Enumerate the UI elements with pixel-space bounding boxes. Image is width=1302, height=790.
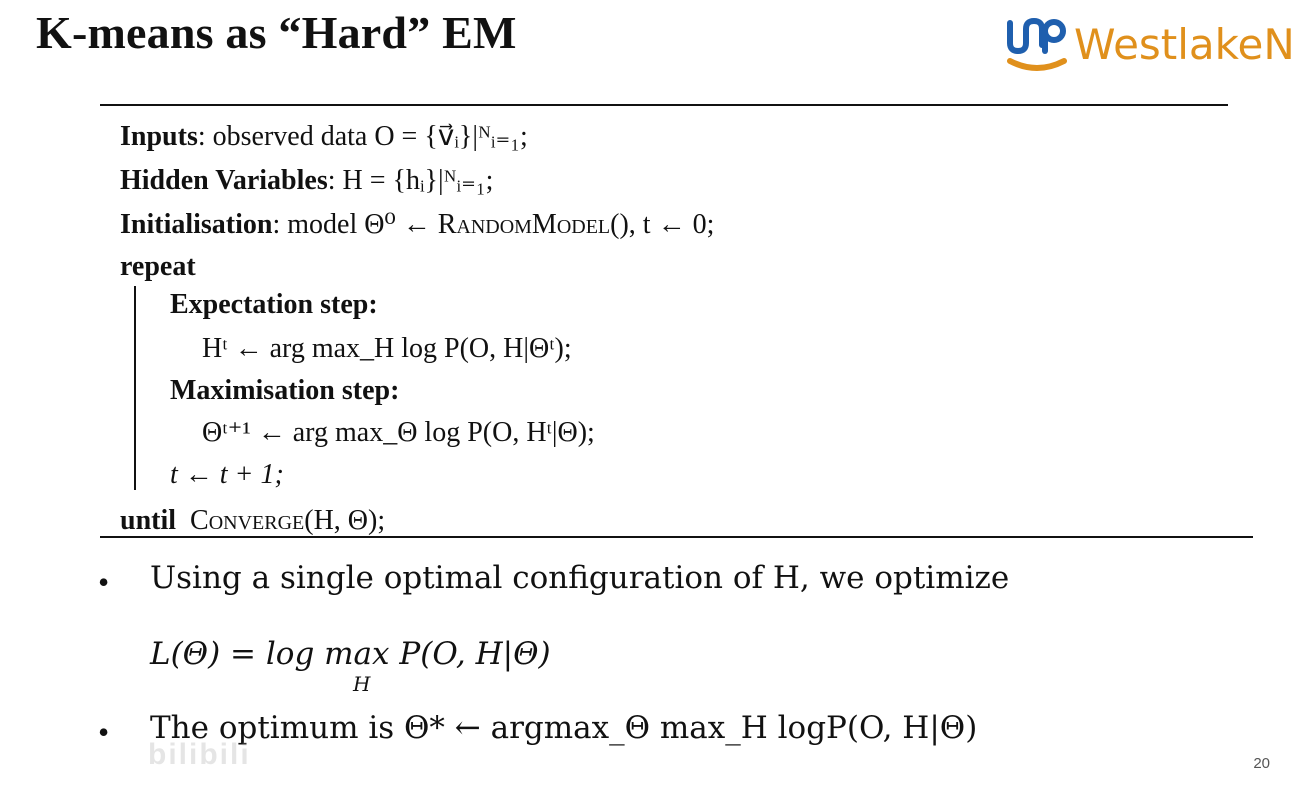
inputs-label: Inputs bbox=[120, 121, 198, 152]
init-text-1: : model Θ⁰ ← bbox=[272, 209, 438, 240]
expectation-formula: Hᵗ ← arg max_H log P(O, H|Θᵗ); bbox=[202, 333, 572, 364]
init-func: RandomModel bbox=[437, 209, 611, 240]
inputs-text: : observed data O = {v⃗ᵢ}|ᴺᵢ₌₁; bbox=[197, 121, 528, 152]
algorithm-top-rule bbox=[100, 104, 1228, 106]
bullet-text-1: Using a single optimal configuration of … bbox=[150, 560, 1010, 596]
hidden-line: Hidden Variables: H = {hᵢ}|ᴺᵢ₌₁; bbox=[120, 160, 493, 202]
bullet-text-2: The optimum is Θ* ← argmax_Θ max_H logP(… bbox=[150, 710, 978, 746]
westlake-logo-icon bbox=[1007, 17, 1067, 71]
equation-rhs: P(O, H|Θ) bbox=[389, 636, 551, 672]
page-number: 20 bbox=[1253, 755, 1270, 772]
hidden-text: : H = {hᵢ}|ᴺᵢ₌₁; bbox=[327, 165, 494, 196]
algorithm-bottom-rule bbox=[100, 536, 1253, 538]
hidden-label: Hidden Variables bbox=[120, 165, 328, 196]
maximisation-label-line: Maximisation step: bbox=[170, 370, 399, 412]
equation-lhs: L(Θ) = log max bbox=[150, 636, 390, 672]
until-label: until bbox=[120, 505, 177, 536]
watermark: bilibili bbox=[148, 738, 251, 771]
increment-line: t ← t + 1; bbox=[170, 459, 284, 490]
objective-equation: L(Θ) = log max P(O, H|Θ) H bbox=[150, 636, 551, 696]
expectation-label-line: Expectation step: bbox=[170, 284, 378, 326]
equation-sub: H bbox=[353, 672, 371, 696]
until-line: until Converge(H, Θ); bbox=[120, 500, 385, 542]
logo-text: WestlakeN bbox=[1074, 19, 1295, 69]
inputs-line: Inputs: observed data O = {v⃗ᵢ}|ᴺᵢ₌₁; bbox=[120, 116, 528, 158]
init-text-2: (), t ← 0; bbox=[610, 209, 715, 240]
maximisation-formula: Θᵗ⁺¹ ← arg max_Θ log P(O, Hᵗ|Θ); bbox=[202, 417, 595, 448]
maximisation-label: Maximisation step: bbox=[170, 375, 400, 406]
repeat-label: repeat bbox=[120, 251, 196, 282]
bullet-dot-2: • bbox=[98, 714, 110, 750]
repeat-block-bar bbox=[134, 286, 136, 490]
until-func: Converge bbox=[190, 505, 305, 536]
slide-title: K-means as “Hard” EM bbox=[36, 7, 517, 58]
repeat-line: repeat bbox=[120, 246, 196, 288]
westlake-logo: WestlakeN bbox=[1004, 12, 1302, 76]
expectation-label: Expectation step: bbox=[170, 289, 378, 320]
init-label: Initialisation bbox=[120, 209, 273, 240]
init-line: Initialisation: model Θ⁰ ← RandomModel()… bbox=[120, 204, 714, 246]
until-args: (H, Θ); bbox=[304, 505, 386, 536]
bullet-dot-1: • bbox=[98, 564, 110, 600]
